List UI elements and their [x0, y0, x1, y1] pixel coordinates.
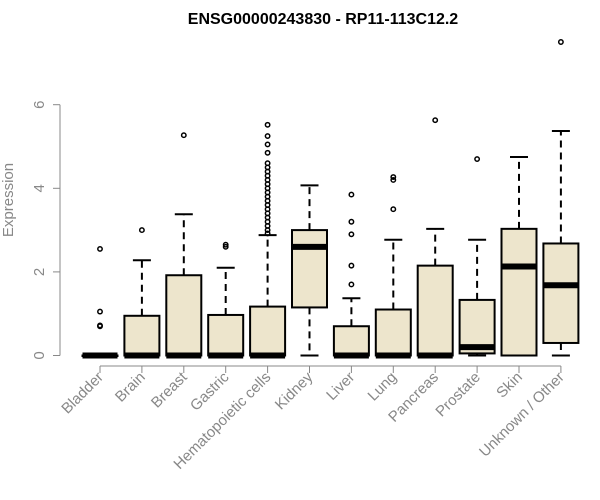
box-brain	[123, 227, 161, 359]
outlier-point	[264, 230, 271, 237]
outlier-point	[222, 243, 229, 250]
outlier-point	[180, 132, 187, 139]
outlier-point	[97, 245, 103, 252]
box-bladder	[81, 245, 119, 359]
outlier-point	[390, 176, 397, 183]
iqr-box	[542, 242, 580, 344]
box-skin	[500, 155, 538, 357]
box-lung	[374, 174, 412, 359]
category-label: Breast	[148, 368, 191, 411]
outlier-point	[264, 121, 271, 128]
outlier-point	[474, 156, 481, 162]
outlier-point	[138, 227, 145, 234]
outlier-point	[348, 281, 355, 288]
category-label: Brain	[112, 369, 149, 406]
iqr-box	[374, 308, 412, 357]
category-label: Kidney	[272, 368, 317, 413]
iqr-box	[291, 229, 328, 309]
outlier-point	[264, 160, 271, 167]
box-gastric	[207, 241, 245, 359]
iqr-box	[249, 305, 287, 357]
iqr-box	[500, 227, 538, 357]
outlier-point	[348, 262, 355, 269]
box-liver	[332, 191, 370, 359]
outlier-point	[557, 39, 564, 45]
y-tick-label: 0	[31, 351, 48, 359]
y-tick-label: 6	[31, 101, 48, 109]
category-label: Prostate	[432, 369, 484, 421]
box-pancreas	[416, 117, 454, 359]
iqr-box	[332, 325, 370, 357]
outlier-point	[264, 149, 271, 156]
y-tick-label: 4	[31, 184, 48, 192]
outlier-point	[264, 141, 271, 148]
category-label: Bladder	[58, 369, 107, 418]
outlier-point	[390, 206, 397, 213]
chart-title: ENSG00000243830 - RP11-113C12.2	[188, 11, 459, 28]
box-prostate	[458, 156, 496, 357]
iqr-box	[165, 274, 203, 357]
outlier-point	[97, 323, 103, 330]
box-breast	[165, 132, 203, 359]
outlier-point	[348, 191, 355, 198]
box-hematopoietic-cells	[249, 121, 287, 359]
outlier-point	[348, 231, 355, 238]
outlier-point	[97, 308, 103, 315]
box-kidney	[291, 184, 328, 357]
iqr-box	[123, 314, 161, 357]
y-tick-label: 2	[31, 268, 48, 276]
boxes-group	[81, 39, 580, 359]
box-unknown-other	[542, 39, 580, 357]
iqr-box	[207, 313, 245, 357]
category-label: Skin	[493, 369, 526, 402]
category-label: Lung	[365, 369, 401, 405]
outlier-point	[348, 218, 355, 225]
outlier-point	[432, 117, 439, 124]
outlier-point	[222, 241, 229, 248]
iqr-box	[416, 264, 454, 357]
outlier-point	[390, 174, 397, 180]
y-axis-label: Expression	[0, 163, 17, 237]
y-axis: 0 2 4 6	[31, 101, 61, 360]
outlier-point	[264, 133, 271, 140]
category-label: Liver	[323, 369, 358, 404]
